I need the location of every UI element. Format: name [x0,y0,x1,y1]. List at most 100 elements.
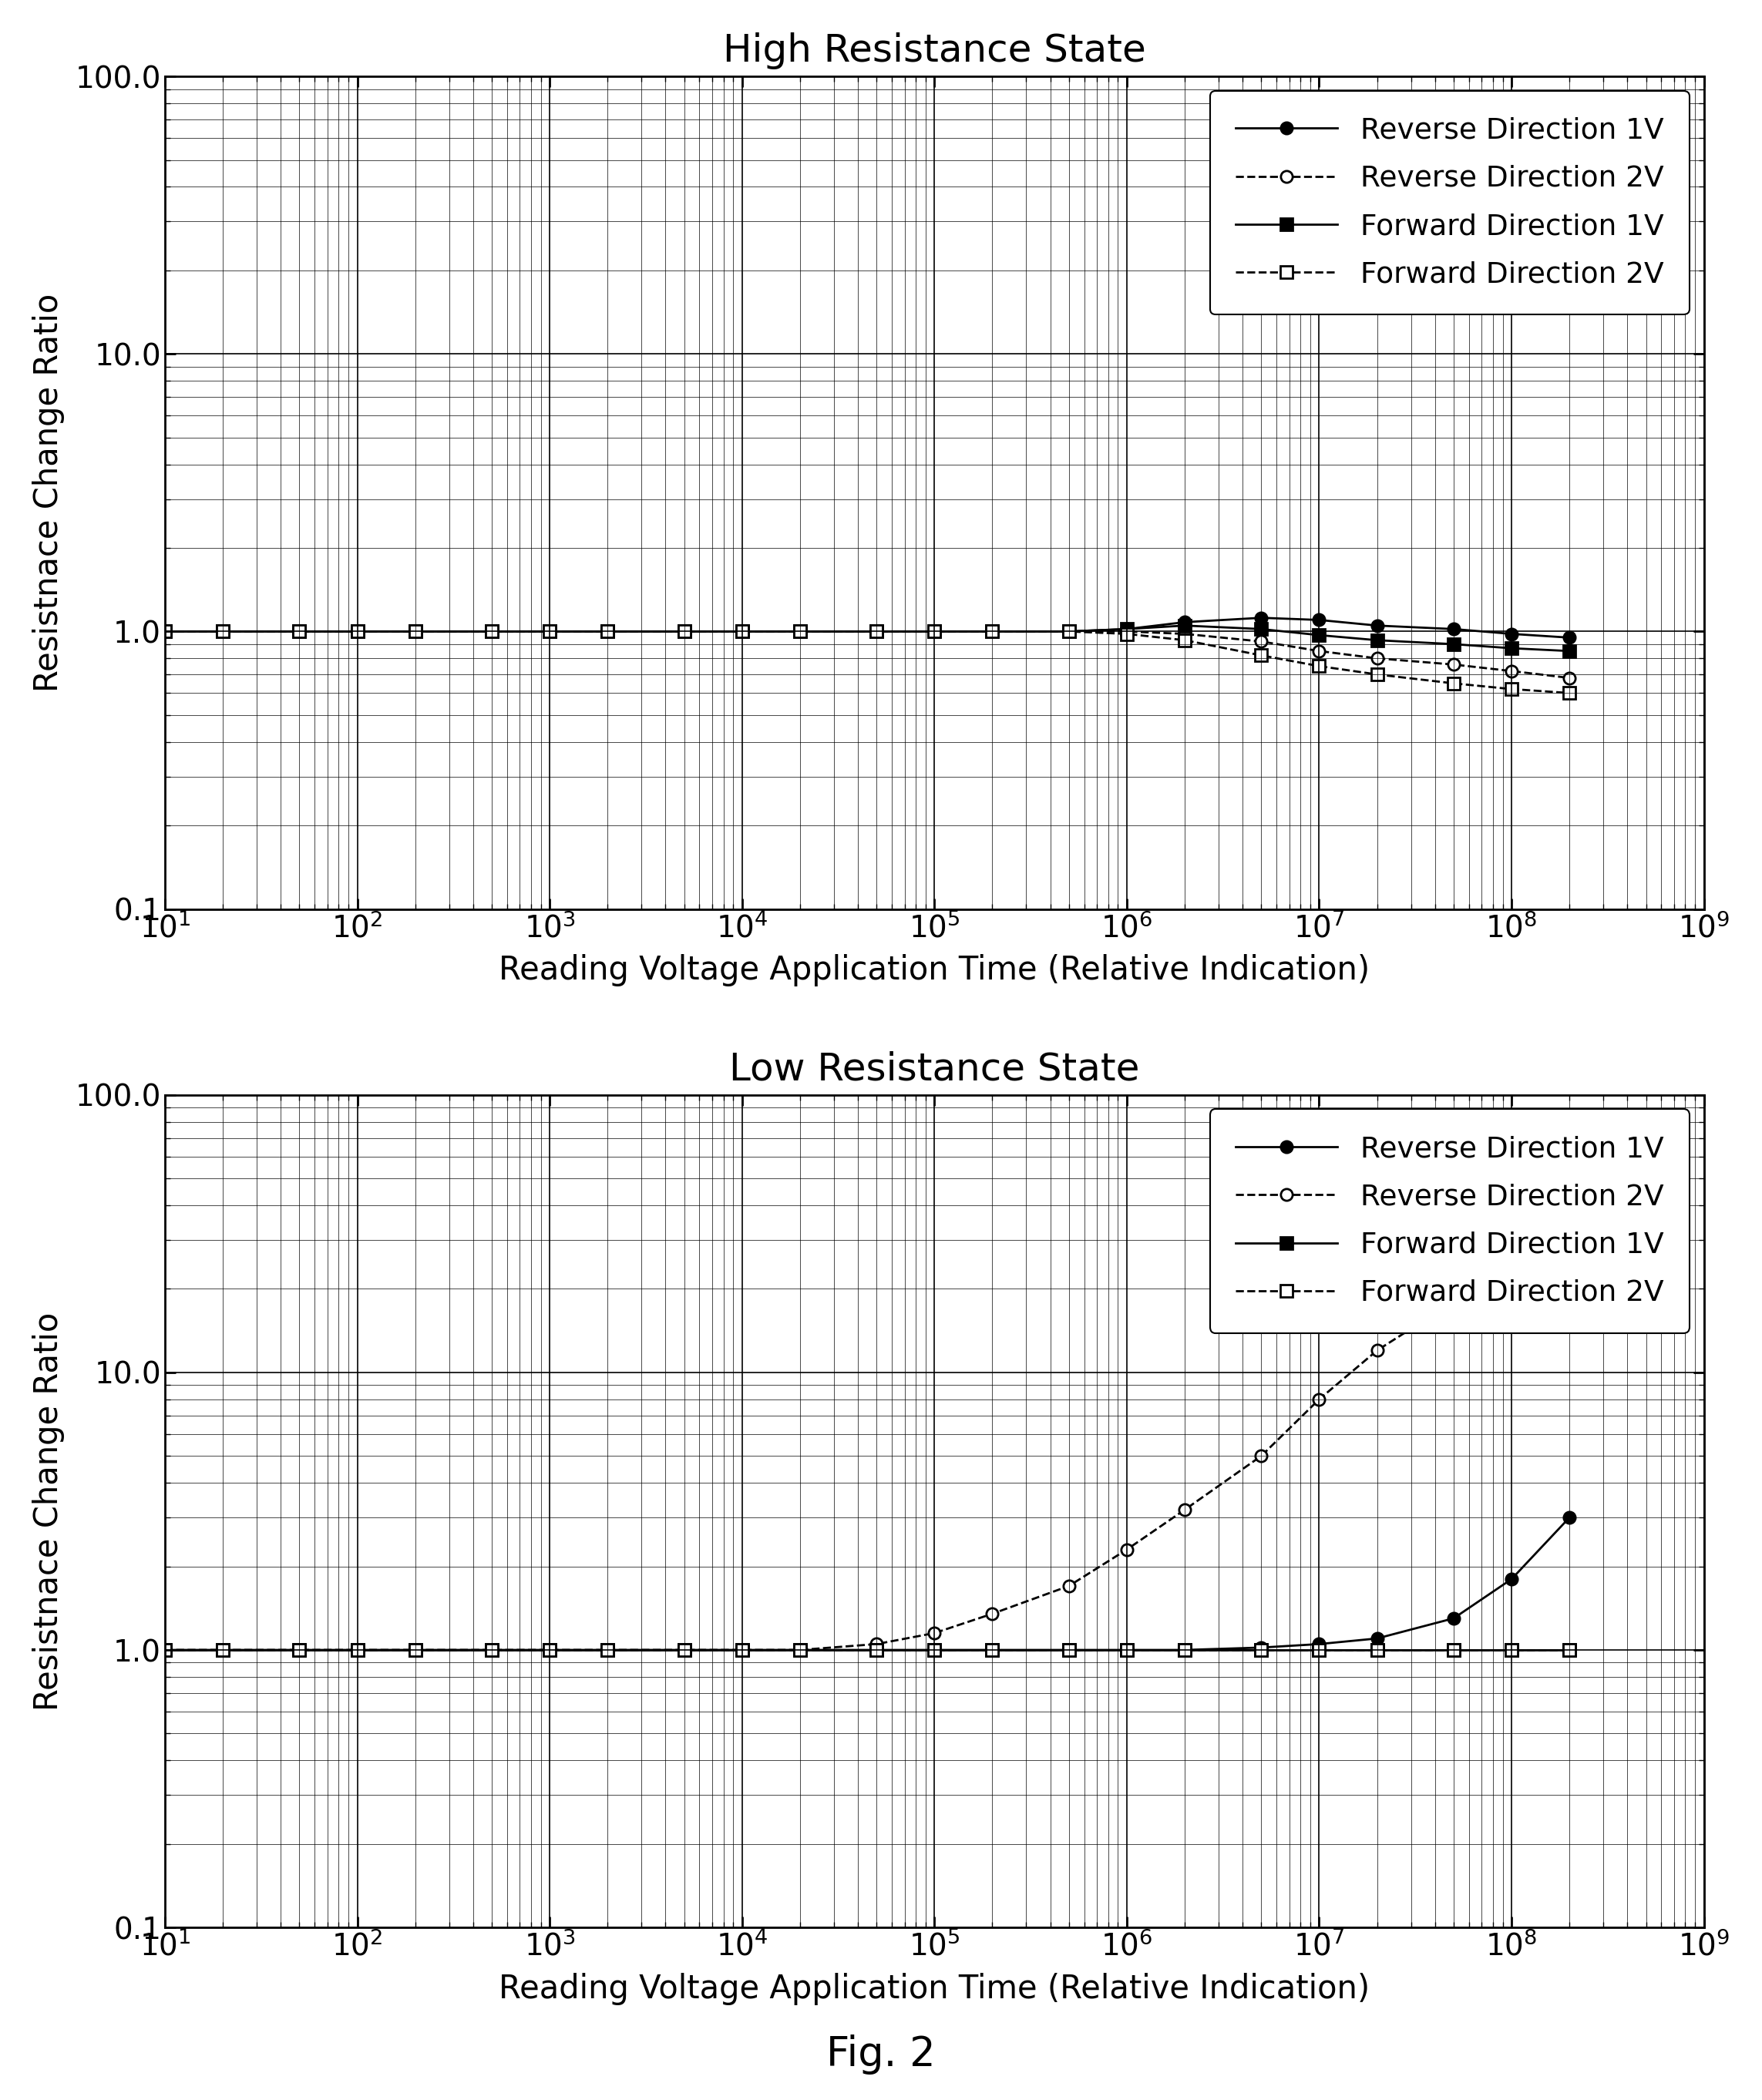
Forward Direction 2V [731,620,752,645]
Forward Direction 1V [981,620,1003,645]
Forward Direction 2V [289,620,310,645]
Reverse Direction 1V [923,620,944,645]
Reverse Direction 1V [1559,1506,1581,1531]
Reverse Direction 2V [1501,659,1522,685]
Forward Direction 1V [289,620,310,645]
Reverse Direction 1V [1443,617,1464,643]
Forward Direction 1V [347,1638,368,1663]
Reverse Direction 1V [1059,620,1080,645]
Reverse Direction 1V [289,1638,310,1663]
Forward Direction 2V [1559,1638,1581,1663]
Reverse Direction 2V [1367,1338,1388,1363]
Forward Direction 2V [1173,628,1195,653]
Y-axis label: Resistnace Change Ratio: Resistnace Change Ratio [32,1312,65,1712]
Forward Direction 1V [289,1638,310,1663]
Forward Direction 2V [731,1638,752,1663]
Reverse Direction 2V [673,620,694,645]
Forward Direction 1V [347,620,368,645]
Forward Direction 1V [1367,1638,1388,1663]
Reverse Direction 1V [289,620,310,645]
Forward Direction 2V [923,620,944,645]
Reverse Direction 2V [1251,628,1272,653]
Reverse Direction 1V [981,1638,1003,1663]
Legend: Reverse Direction 1V, Reverse Direction 2V, Forward Direction 1V, Forward Direct: Reverse Direction 1V, Reverse Direction … [1210,90,1690,315]
Forward Direction 1V [1173,613,1195,638]
Reverse Direction 2V [1443,651,1464,676]
Reverse Direction 2V [289,1638,310,1663]
Reverse Direction 2V [211,1638,233,1663]
Text: Fig. 2: Fig. 2 [826,2035,936,2075]
Reverse Direction 1V [1173,1638,1195,1663]
Reverse Direction 2V [405,1638,426,1663]
Forward Direction 1V [481,1638,502,1663]
Reverse Direction 1V [865,1638,886,1663]
Reverse Direction 1V [481,620,502,645]
Forward Direction 2V [539,1638,560,1663]
Reverse Direction 2V [481,1638,502,1663]
Forward Direction 2V [1559,680,1581,706]
Reverse Direction 1V [789,1638,811,1663]
Reverse Direction 1V [1501,1567,1522,1592]
Reverse Direction 1V [981,620,1003,645]
Reverse Direction 2V [923,1621,944,1646]
Reverse Direction 1V [1251,1636,1272,1661]
Forward Direction 2V [1173,1638,1195,1663]
Forward Direction 2V [539,620,560,645]
Reverse Direction 1V [1309,607,1330,632]
Reverse Direction 2V [1115,1537,1136,1562]
Reverse Direction 2V [673,1638,694,1663]
Forward Direction 1V [923,620,944,645]
Forward Direction 1V [405,1638,426,1663]
Forward Direction 2V [1443,1638,1464,1663]
Line: Forward Direction 1V: Forward Direction 1V [159,1644,1575,1655]
Forward Direction 2V [1059,620,1080,645]
Line: Forward Direction 2V: Forward Direction 2V [159,1644,1575,1655]
Forward Direction 2V [347,1638,368,1663]
Forward Direction 2V [155,620,176,645]
Forward Direction 1V [1559,1638,1581,1663]
Line: Reverse Direction 1V: Reverse Direction 1V [159,611,1575,643]
Forward Direction 1V [597,1638,618,1663]
Forward Direction 1V [155,620,176,645]
Forward Direction 1V [1443,632,1464,657]
Reverse Direction 2V [211,620,233,645]
Reverse Direction 1V [789,620,811,645]
Reverse Direction 2V [789,1638,811,1663]
Forward Direction 1V [1309,1638,1330,1663]
Reverse Direction 2V [1309,638,1330,664]
Reverse Direction 2V [865,1632,886,1657]
Forward Direction 2V [1443,670,1464,695]
Reverse Direction 1V [211,620,233,645]
Reverse Direction 1V [1443,1606,1464,1632]
Reverse Direction 1V [1115,617,1136,643]
Forward Direction 2V [405,1638,426,1663]
Title: Low Resistance State: Low Resistance State [729,1050,1140,1088]
Forward Direction 1V [405,620,426,645]
Forward Direction 1V [597,620,618,645]
Forward Direction 2V [597,1638,618,1663]
Reverse Direction 2V [597,620,618,645]
Reverse Direction 1V [865,620,886,645]
Reverse Direction 1V [597,1638,618,1663]
Reverse Direction 2V [1559,666,1581,691]
Reverse Direction 1V [1367,1625,1388,1651]
Forward Direction 1V [1501,636,1522,662]
Forward Direction 1V [731,620,752,645]
Reverse Direction 2V [481,620,502,645]
Forward Direction 1V [673,620,694,645]
Forward Direction 2V [1501,676,1522,701]
Forward Direction 2V [1309,1638,1330,1663]
Forward Direction 1V [865,620,886,645]
Reverse Direction 1V [405,1638,426,1663]
Forward Direction 1V [1115,1638,1136,1663]
Forward Direction 2V [789,620,811,645]
Reverse Direction 1V [1559,626,1581,651]
Forward Direction 2V [1115,622,1136,647]
Reverse Direction 1V [673,1638,694,1663]
Reverse Direction 1V [1059,1638,1080,1663]
Forward Direction 1V [789,1638,811,1663]
Forward Direction 2V [1251,643,1272,668]
Forward Direction 1V [1173,1638,1195,1663]
Forward Direction 1V [1059,1638,1080,1663]
Reverse Direction 2V [347,1638,368,1663]
